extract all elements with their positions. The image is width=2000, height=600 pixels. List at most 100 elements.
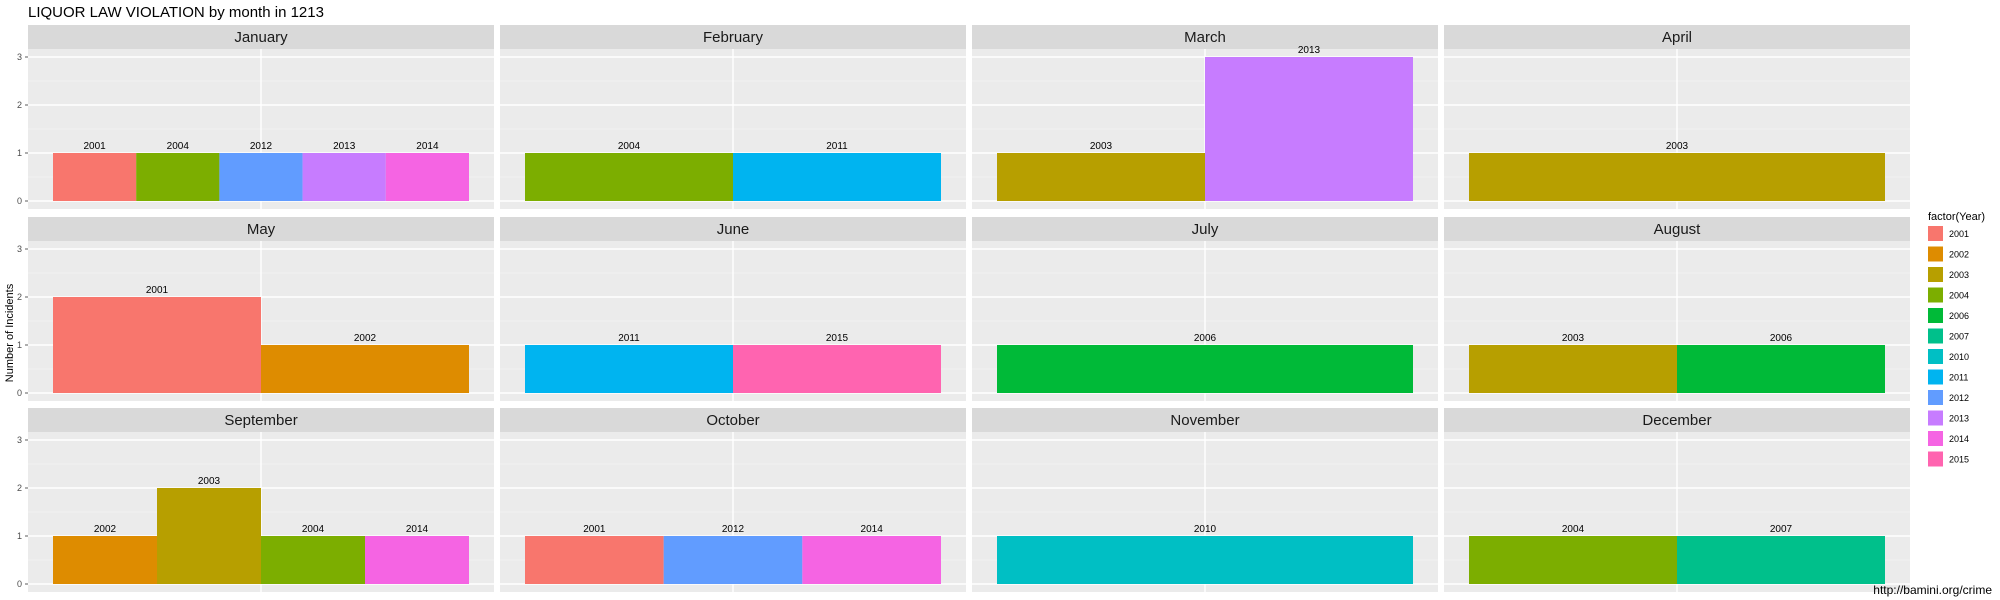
legend-label: 2001 xyxy=(1949,229,1969,239)
legend-label: 2003 xyxy=(1949,270,1969,280)
legend-item-2012: 2012 xyxy=(1928,390,1969,405)
legend-swatch xyxy=(1928,410,1943,426)
bar-label: 2014 xyxy=(416,141,439,152)
y-tick-label: 2 xyxy=(17,292,22,302)
bar-label: 2012 xyxy=(250,141,273,152)
legend-item-2006: 2006 xyxy=(1928,308,1969,323)
facet-strip xyxy=(500,217,966,241)
legend-item-2011: 2011 xyxy=(1928,369,1968,385)
facet-strip-label: August xyxy=(1654,221,1702,238)
bar-2015 xyxy=(733,345,941,393)
bar-2013 xyxy=(302,153,386,201)
facet-strip xyxy=(972,217,1438,241)
legend-label: 2002 xyxy=(1949,250,1969,260)
facet-strip xyxy=(972,408,1438,432)
bar-label: 2004 xyxy=(167,141,190,152)
bar-2002 xyxy=(53,536,157,584)
legend-swatch xyxy=(1928,369,1943,385)
bar-2003 xyxy=(997,153,1205,201)
facet-august: August 2003 2006 xyxy=(1444,217,1910,401)
bar-label: 2003 xyxy=(198,476,221,487)
legend-swatch xyxy=(1928,451,1943,467)
bar-label: 2007 xyxy=(1770,524,1793,535)
facet-november: November 2010 xyxy=(972,408,1438,592)
facet-may: May 0 1 2 3 2001 2002 xyxy=(17,217,494,401)
bar-2004 xyxy=(136,153,220,201)
bar-2012 xyxy=(663,536,803,584)
legend-swatch xyxy=(1928,246,1943,262)
y-tick-label: 3 xyxy=(17,244,22,254)
bar-2001 xyxy=(525,536,664,584)
facet-october: October 2001 2012 2014 xyxy=(500,408,966,592)
facet-december: December 2004 2007 xyxy=(1444,408,1910,592)
facet-strip xyxy=(500,408,966,432)
legend-items: 2001 2002 2003 2004 2006 2007 2010 2011 2012 2013… xyxy=(1928,226,1969,467)
legend-item-2007: 2007 xyxy=(1928,328,1969,344)
facet-strip xyxy=(28,217,494,241)
bar-label: 2011 xyxy=(618,333,640,344)
bar-label: 2006 xyxy=(1770,333,1793,344)
y-tick-label: 1 xyxy=(17,340,22,350)
bar-2006 xyxy=(997,345,1413,393)
legend-item-2002: 2002 xyxy=(1928,246,1969,262)
bar-label: 2004 xyxy=(302,524,325,535)
bar-2004 xyxy=(1469,536,1677,584)
bar-2007 xyxy=(1677,536,1885,584)
facet-february: February 2004 2011 xyxy=(500,25,966,209)
bar-label: 2014 xyxy=(861,524,884,535)
legend-swatch xyxy=(1928,390,1943,405)
legend-swatch xyxy=(1928,267,1943,282)
bar-2003 xyxy=(157,488,261,584)
bar-label: 2015 xyxy=(826,333,849,344)
facet-strip xyxy=(1444,408,1910,432)
y-tick-label: 0 xyxy=(17,388,22,398)
facet-strip xyxy=(28,408,494,432)
bar-label: 2001 xyxy=(83,141,106,152)
facet-strip xyxy=(500,25,966,49)
facet-strip xyxy=(972,25,1438,49)
facet-strip-label: April xyxy=(1662,29,1692,46)
legend-swatch xyxy=(1928,349,1943,364)
bar-label: 2003 xyxy=(1090,141,1113,152)
bar-2011 xyxy=(525,345,733,393)
bar-2003 xyxy=(1469,345,1677,393)
bar-label: 2012 xyxy=(722,524,745,535)
bar-2003 xyxy=(1469,153,1885,201)
legend-label: 2014 xyxy=(1949,434,1969,444)
bar-label: 2011 xyxy=(826,141,848,152)
y-tick-label: 3 xyxy=(17,435,22,445)
facet-strip xyxy=(1444,217,1910,241)
legend-label: 2013 xyxy=(1949,414,1969,424)
legend-swatch xyxy=(1928,328,1943,344)
bar-2014 xyxy=(802,536,941,584)
facet-strip-label: June xyxy=(717,221,750,238)
bar-2004 xyxy=(261,536,365,584)
bar-2014 xyxy=(385,153,469,201)
facet-strip-label: May xyxy=(247,221,276,238)
legend-title: factor(Year) xyxy=(1928,211,1985,223)
y-tick-label: 0 xyxy=(17,579,22,589)
bar-2011 xyxy=(733,153,941,201)
y-tick-label: 2 xyxy=(17,483,22,493)
legend-item-2003: 2003 xyxy=(1928,267,1969,282)
chart-title: LIQUOR LAW VIOLATION by month in 1213 xyxy=(28,4,324,21)
bar-label: 2004 xyxy=(618,141,641,152)
legend-item-2010: 2010 xyxy=(1928,349,1969,364)
caption: http://bamini.org/crime xyxy=(1873,583,1992,597)
facet-strip-label: December xyxy=(1642,412,1711,429)
facet-june: June 2011 2015 xyxy=(500,217,966,401)
bar-label: 2010 xyxy=(1194,524,1217,535)
facet-strip-label: February xyxy=(703,29,764,46)
bar-label: 2001 xyxy=(583,524,606,535)
bar-label: 2013 xyxy=(1298,45,1321,56)
bar-label: 2003 xyxy=(1562,333,1585,344)
facet-strip-label: November xyxy=(1170,412,1239,429)
y-tick-label: 1 xyxy=(17,531,22,541)
bar-2001 xyxy=(53,153,137,201)
legend-label: 2006 xyxy=(1949,311,1969,321)
bar-2002 xyxy=(261,345,469,393)
bar-2013 xyxy=(1205,57,1413,201)
legend-label: 2011 xyxy=(1949,373,1968,383)
